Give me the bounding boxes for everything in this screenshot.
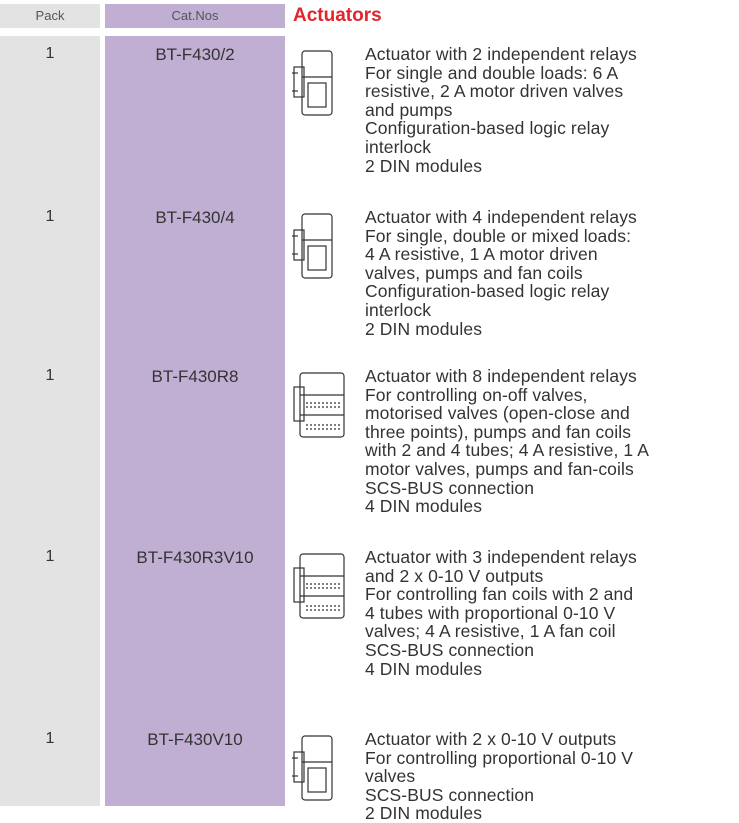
description: Actuator with 3 independent relays and 2 … bbox=[365, 548, 637, 678]
cat-no: BT-F430R3V10 bbox=[136, 548, 254, 567]
description: Actuator with 2 x 0-10 V outputs For cont… bbox=[365, 730, 633, 823]
product-image bbox=[293, 372, 345, 438]
desc-line: Configuration-based logic relay bbox=[365, 118, 610, 139]
desc-line: For controlling fan coils with 2 and bbox=[365, 584, 634, 605]
product-image bbox=[293, 553, 345, 619]
desc-line: For single, double or mixed loads: bbox=[365, 225, 632, 246]
desc-line: interlock bbox=[365, 136, 432, 157]
product-image bbox=[292, 213, 333, 279]
pack-qty: 1 bbox=[45, 45, 55, 62]
desc-line: For single and double loads: 6 A bbox=[365, 62, 619, 83]
desc-line: valves; 4 A resistive, 1 A fan coil bbox=[365, 621, 616, 642]
desc-line: motor valves, pumps and fan-coils bbox=[365, 458, 634, 479]
cat-no: BT-F430/4 bbox=[155, 208, 235, 227]
pack-header: Pack bbox=[0, 4, 100, 28]
pack-qty: 1 bbox=[45, 730, 55, 747]
product-image bbox=[292, 50, 333, 116]
desc-line: Actuator with 8 independent relays bbox=[365, 366, 637, 386]
desc-line: Actuator with 2 independent relays bbox=[365, 44, 637, 64]
desc-line: Actuator with 4 independent relays bbox=[365, 207, 637, 227]
description: Actuator with 4 independent relays For si… bbox=[365, 208, 637, 338]
cat-column bbox=[105, 36, 285, 806]
pack-qty: 1 bbox=[45, 208, 55, 225]
pack-qty: 1 bbox=[45, 367, 55, 384]
desc-line: with 2 and 4 tubes; 4 A resistive, 1 A bbox=[365, 440, 649, 461]
cat-no: BT-F430R8 bbox=[151, 367, 239, 386]
cat-no: BT-F430V10 bbox=[147, 730, 243, 749]
desc-line: 2 DIN modules bbox=[365, 155, 483, 176]
desc-line: SCS-BUS connection bbox=[365, 477, 535, 498]
desc-line: and 2 x 0-10 V outputs bbox=[365, 565, 544, 586]
desc-line: Actuator with 2 x 0-10 V outputs bbox=[365, 729, 617, 749]
desc-line: valves bbox=[365, 766, 416, 787]
desc-line: valves, pumps and fan coils bbox=[365, 262, 583, 283]
desc-line: 4 tubes with proportional 0-10 V bbox=[365, 602, 616, 623]
desc-line: 2 DIN modules bbox=[365, 803, 483, 823]
desc-line: For controlling on-off valves, bbox=[365, 384, 588, 405]
description: Actuator with 2 independent relays For si… bbox=[365, 45, 637, 175]
description: Actuator with 8 independent relays For co… bbox=[365, 367, 649, 516]
pack-qty: 1 bbox=[45, 548, 55, 565]
section-title: Actuators bbox=[293, 5, 382, 26]
desc-line: For controlling proportional 0-10 V bbox=[365, 747, 634, 768]
desc-line: three points), pumps and fan coils bbox=[365, 421, 632, 442]
desc-line: 2 DIN modules bbox=[365, 318, 483, 339]
pack-column bbox=[0, 36, 100, 806]
cat-header: Cat.Nos bbox=[105, 4, 285, 28]
product-image bbox=[292, 735, 333, 801]
desc-line: Configuration-based logic relay bbox=[365, 281, 610, 302]
desc-line: motorised valves (open-close and bbox=[365, 403, 630, 424]
desc-line: 4 DIN modules bbox=[365, 496, 483, 517]
desc-line: interlock bbox=[365, 299, 432, 320]
cat-no: BT-F430/2 bbox=[155, 45, 235, 64]
desc-line: 4 DIN modules bbox=[365, 658, 483, 679]
desc-line: SCS-BUS connection bbox=[365, 639, 535, 660]
desc-line: Actuator with 3 independent relays bbox=[365, 547, 637, 567]
desc-line: and pumps bbox=[365, 99, 453, 120]
desc-line: SCS-BUS connection bbox=[365, 784, 535, 805]
desc-line: 4 A resistive, 1 A motor driven bbox=[365, 244, 598, 265]
desc-line: resistive, 2 A motor driven valves bbox=[365, 81, 624, 102]
